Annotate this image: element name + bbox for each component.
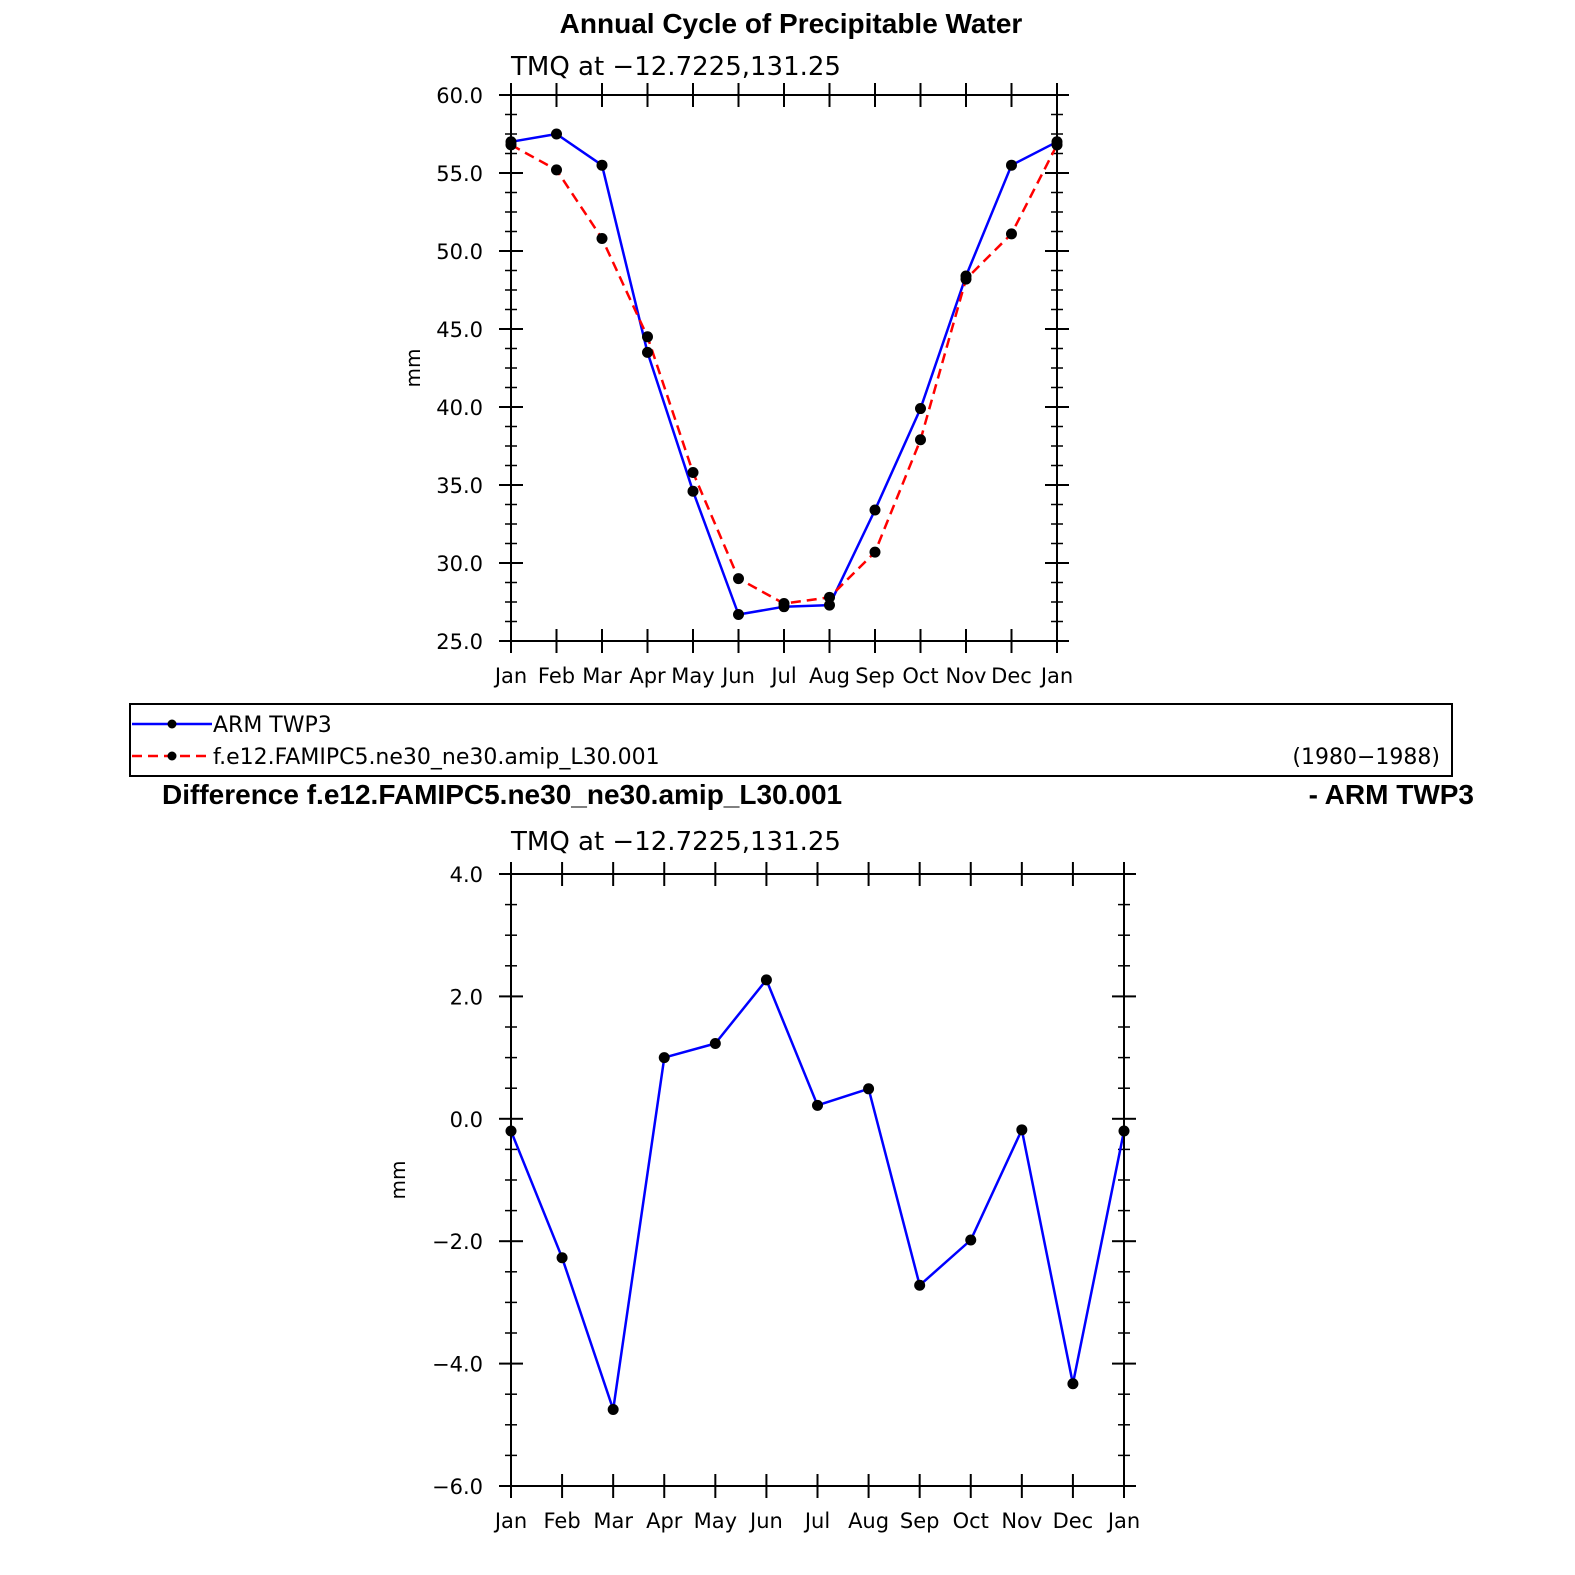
top-chart-series-1-point <box>733 573 744 585</box>
top-chart-series <box>505 128 1063 620</box>
top-chart-series-1-point <box>687 467 699 479</box>
top-chart-x-tick-label: Jun <box>720 664 755 688</box>
bottom-chart-x-tick-label: Oct <box>953 1509 989 1533</box>
bottom-chart-y-tick-label: −6.0 <box>432 1475 483 1499</box>
bottom-chart-y-tick-label: 0.0 <box>450 1108 483 1132</box>
top-chart-series-0-point <box>1006 159 1017 171</box>
bottom-chart-x-tick-label: Nov <box>1001 1509 1042 1533</box>
bottom-chart-y-axis-label: mm <box>386 1161 410 1200</box>
top-chart-x-tick-label: Mar <box>582 664 622 688</box>
bottom-chart-x-tick-label: Jun <box>748 1509 783 1533</box>
top-chart-series-0-point <box>733 608 744 620</box>
top-chart-x-tick-label: Aug <box>809 664 850 688</box>
top-chart-series-0-point <box>869 504 881 516</box>
top-chart-x-tick-label: Sep <box>855 664 895 688</box>
legend-label-arm: ARM TWP3 <box>213 713 332 738</box>
top-chart-series-1-point <box>551 164 562 176</box>
top-chart-series-0-point <box>687 485 699 497</box>
top-chart-series-line-0 <box>510 132 1058 616</box>
bottom-chart-x-tick-label: May <box>694 1509 737 1533</box>
bottom-chart-series-0-point <box>863 1083 875 1095</box>
bottom-chart-x-tick-label: Jul <box>803 1509 830 1533</box>
legend-marker-arm <box>167 719 177 729</box>
bottom-chart-x-tick-label: Jan <box>1106 1509 1140 1533</box>
top-chart-series-0-point <box>824 599 835 611</box>
bottom-chart-series-0-point <box>914 1279 926 1291</box>
bottom-chart-series-0-point <box>709 1038 721 1050</box>
top-chart-x-tick-label: Feb <box>538 664 575 688</box>
bottom-chart-series-0-point <box>1067 1378 1079 1390</box>
top-chart-series-1-point <box>869 546 881 558</box>
top-chart-series-1-point <box>1006 228 1017 240</box>
top-chart-y-tick-label: 45.0 <box>436 318 483 342</box>
top-chart-series-1-point <box>915 434 926 446</box>
top-chart-y-tick-label: 30.0 <box>436 552 483 576</box>
bottom-chart-y-tick-label: 4.0 <box>450 863 483 887</box>
bottom-chart-x-tick-label: Apr <box>646 1509 683 1533</box>
top-chart-series-1-point <box>778 598 790 610</box>
bottom-chart-x-tick-label: Feb <box>543 1509 580 1533</box>
bottom-chart-series <box>505 974 1130 1415</box>
bottom-chart-y-tick-label: −2.0 <box>432 1230 483 1254</box>
top-chart-y-tick-label: 40.0 <box>436 396 483 420</box>
legend-label-model: f.e12.FAMIPC5.ne30_ne30.amip_L30.001 <box>213 745 660 770</box>
top-chart-series-0-point <box>596 159 608 171</box>
bottom-chart-series-0-point <box>760 974 772 986</box>
top-chart-series-line-1 <box>510 143 1059 605</box>
top-chart-y-tick-label: 35.0 <box>436 474 483 498</box>
bottom-chart-x-tick-label: Sep <box>900 1509 940 1533</box>
bottom-chart-series-0-point <box>1016 1124 1028 1136</box>
top-chart-series-0-point <box>551 128 562 140</box>
bottom-chart-series-0-point <box>812 1099 823 1111</box>
bottom-chart-subtitle: TMQ at −12.7225,131.25 <box>510 827 841 857</box>
top-chart-series-1-point <box>642 331 653 343</box>
bottom-chart-title-right: - ARM TWP3 <box>1309 779 1474 810</box>
bottom-chart-title: Difference f.e12.FAMIPC5.ne30_ne30.amip_… <box>162 779 842 810</box>
top-chart-y-tick-label: 50.0 <box>436 240 483 264</box>
bottom-chart-axes: Jan Feb Mar Apr May Jun Jul Aug Sep Oct Nov Dec Jan−… <box>432 862 1140 1533</box>
bottom-chart-frame <box>510 873 1125 1487</box>
bottom-chart-x-tick-label: Mar <box>593 1509 633 1533</box>
bottom-chart-series-0-point <box>556 1252 568 1264</box>
top-chart-x-tick-label: Oct <box>902 664 938 688</box>
top-chart-y-tick-label: 55.0 <box>436 162 483 186</box>
legend-box <box>129 703 1453 777</box>
top-chart-y-tick-label: 60.0 <box>436 84 483 108</box>
bottom-chart-y-tick-label: −4.0 <box>432 1353 483 1377</box>
bottom-chart-series-0-point <box>607 1404 619 1415</box>
top-chart-title: Annual Cycle of Precipitable Water <box>560 8 1023 39</box>
top-chart-series-1-point <box>960 273 972 285</box>
bottom-chart-x-tick-label: Jan <box>493 1509 527 1533</box>
bottom-chart-x-tick-label: Dec <box>1053 1509 1094 1533</box>
bottom-chart-x-tick-label: Aug <box>848 1509 889 1533</box>
bottom-chart-y-tick-label: 2.0 <box>450 985 483 1009</box>
legend-marker-model <box>167 751 177 761</box>
top-chart-series-0-point <box>915 403 926 415</box>
top-chart-series-1-point <box>596 233 608 245</box>
top-chart-x-tick-label: Jan <box>1039 664 1073 688</box>
top-chart-x-tick-label: May <box>671 664 714 688</box>
bottom-chart-series-line-0 <box>509 978 1126 1411</box>
top-chart-y-tick-label: 25.0 <box>436 630 483 654</box>
top-chart-frame <box>510 94 1058 642</box>
top-chart-series-1-point <box>824 591 835 603</box>
legend-period: (1980−1988) <box>1292 745 1440 770</box>
top-chart-x-tick-label: Nov <box>946 664 987 688</box>
top-chart-x-tick-label: Apr <box>629 664 666 688</box>
bottom-chart-series-0-point <box>965 1234 977 1246</box>
bottom-chart-series-0-point <box>658 1052 670 1064</box>
top-chart-x-tick-label: Dec <box>991 664 1032 688</box>
top-chart-subtitle: TMQ at −12.7225,131.25 <box>510 52 841 82</box>
top-chart-x-tick-label: Jan <box>493 664 527 688</box>
top-chart-x-tick-label: Jul <box>769 664 796 688</box>
top-chart-axes: Jan Feb Mar Apr May Jun Jul Aug Sep Oct Nov Dec Jan 2… <box>436 83 1073 688</box>
top-chart-y-axis-label: mm <box>401 349 425 388</box>
top-chart-series-0-point <box>642 346 653 358</box>
